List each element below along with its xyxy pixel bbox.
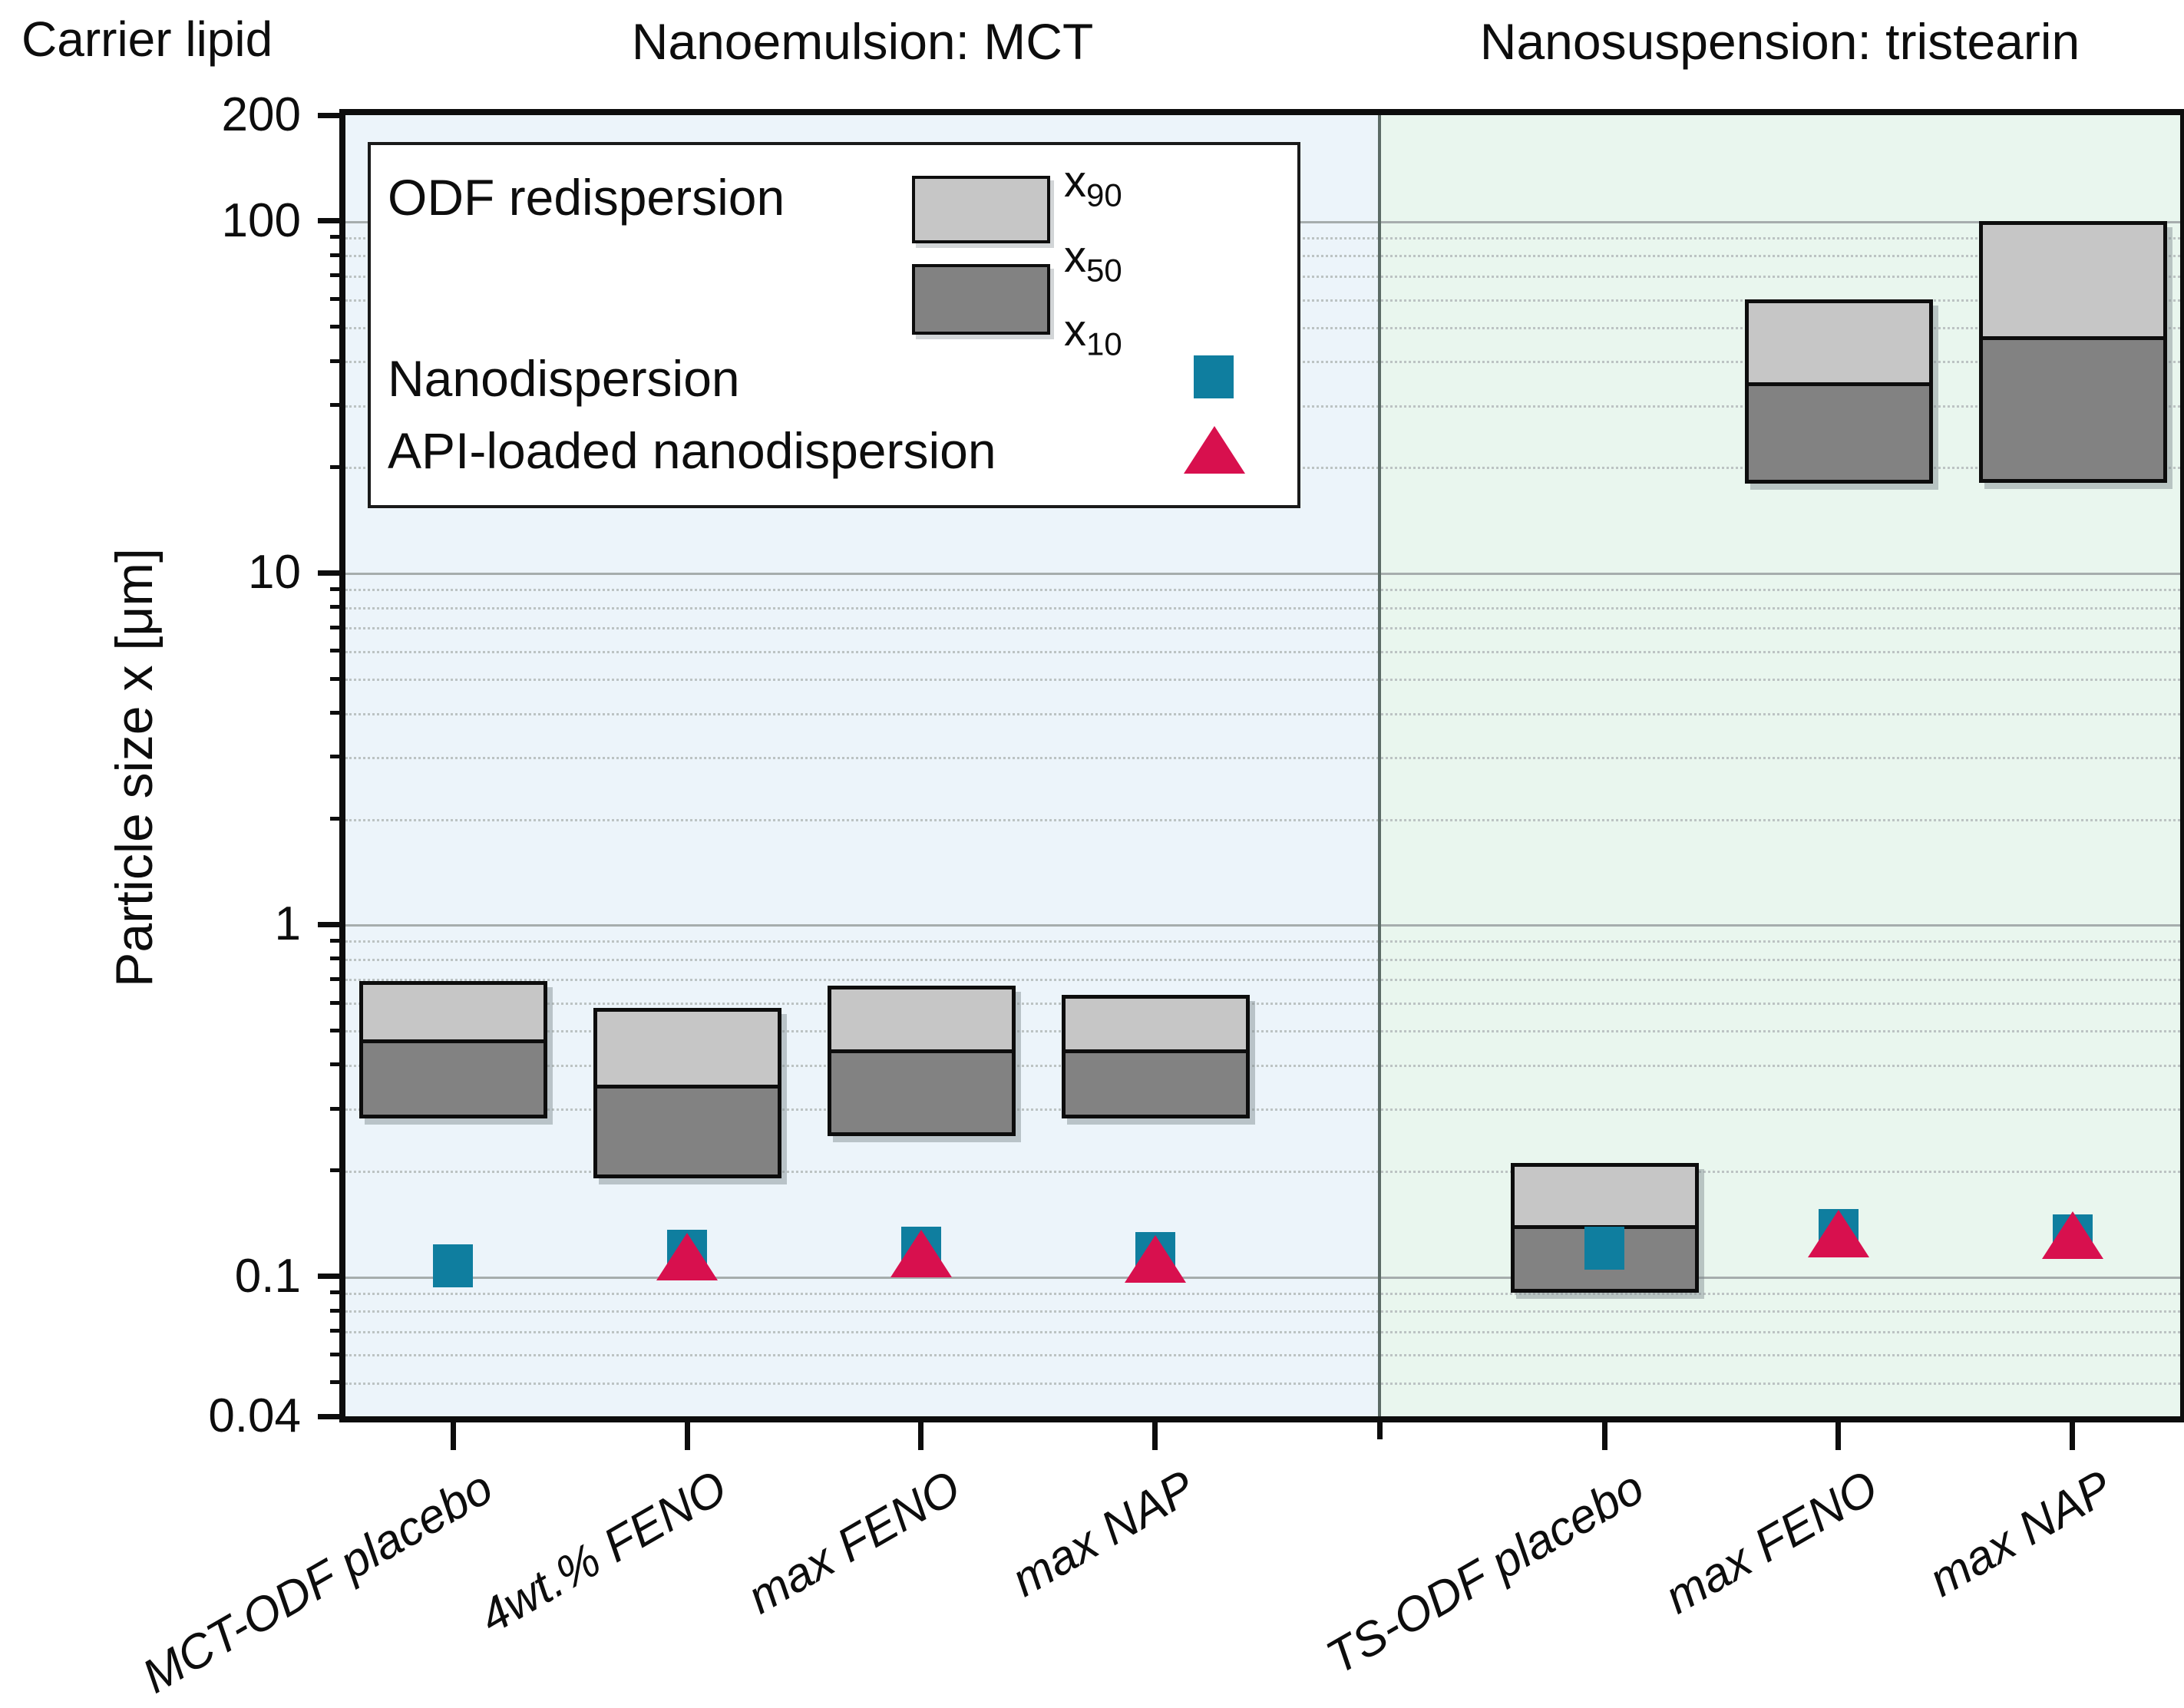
gridline-minor	[345, 1170, 2180, 1173]
x-axis-category-label: max FENO	[738, 1460, 970, 1624]
x-axis-tick	[918, 1422, 923, 1450]
gridline-minor	[345, 979, 2180, 982]
odf-redispersion-bar	[359, 981, 547, 1118]
group-title-nanoemulsion: Nanoemulsion: MCT	[631, 13, 1094, 70]
x-axis-title: Carrier lipid	[21, 12, 273, 67]
bar-x10-x50-segment	[1983, 336, 2163, 479]
y-axis-tick-label: 0.1	[234, 1250, 301, 1303]
gridline-minor	[345, 1003, 2180, 1006]
gridline-major	[345, 573, 2180, 576]
y-axis-tick-label: 200	[221, 88, 301, 141]
odf-redispersion-bar	[1062, 995, 1250, 1118]
bar-x10-x50-segment	[1749, 382, 1929, 480]
api-loaded-nanodispersion-marker	[1808, 1210, 1869, 1257]
gridline-minor	[345, 958, 2180, 961]
legend-nanodispersion-marker-icon	[1194, 355, 1234, 398]
legend-api-loaded-label: API-loaded nanodispersion	[388, 422, 996, 479]
odf-redispersion-bar	[1979, 221, 2167, 483]
x-axis-tick	[2070, 1422, 2075, 1450]
legend-x50-label: x50	[1064, 232, 1122, 289]
x-axis-divider-tick	[1377, 1422, 1383, 1439]
nanodispersion-marker	[433, 1244, 473, 1287]
y-axis-tick-label: 0.04	[208, 1389, 301, 1442]
x-axis-tick	[1152, 1422, 1158, 1450]
legend-odf-redispersion-label: ODF redispersion	[388, 169, 785, 226]
x-axis-category-label: max FENO	[1656, 1460, 1887, 1624]
group-divider-line	[1378, 115, 1381, 1416]
gridline-minor	[345, 756, 2180, 759]
odf-redispersion-bar	[828, 986, 1016, 1136]
y-axis-tick-label: 100	[221, 194, 301, 247]
gridline-minor	[345, 606, 2180, 610]
x-axis-tick	[451, 1422, 456, 1450]
x-axis-tick	[1602, 1422, 1607, 1450]
gridline-minor	[345, 1382, 2180, 1385]
api-loaded-nanodispersion-marker	[656, 1233, 718, 1280]
nanodispersion-marker	[1584, 1227, 1624, 1270]
bar-x10-x50-segment	[597, 1085, 778, 1174]
gridline-minor	[345, 1354, 2180, 1357]
gridline-major	[345, 1276, 2180, 1279]
x-axis-tick	[1835, 1422, 1841, 1450]
x-axis-category-label: 4wt.% FENO	[471, 1460, 735, 1644]
legend-api-loaded-marker-icon	[1184, 426, 1245, 474]
x-axis-category-label: max NAP	[1003, 1460, 1204, 1607]
gridline-minor	[345, 1064, 2180, 1067]
gridline-minor	[345, 627, 2180, 630]
gridline-minor	[345, 1330, 2180, 1333]
gridline-major	[345, 924, 2180, 927]
legend-x90-swatch	[912, 176, 1050, 243]
gridline-minor	[345, 712, 2180, 715]
y-axis-title: Particle size x [μm]	[105, 548, 164, 987]
gridline-minor	[345, 589, 2180, 592]
legend-x10-swatch	[912, 264, 1050, 335]
legend-nanodispersion-label: Nanodispersion	[388, 350, 740, 407]
gridline-minor	[345, 1108, 2180, 1111]
api-loaded-nanodispersion-marker	[2042, 1211, 2103, 1259]
x-axis-category-label: MCT-ODF placebo	[133, 1460, 501, 1704]
bar-x10-x50-segment	[363, 1039, 544, 1115]
odf-redispersion-bar	[593, 1008, 781, 1178]
api-loaded-nanodispersion-marker	[1125, 1235, 1186, 1283]
odf-redispersion-bar	[1745, 299, 1933, 484]
legend-x10-label: x10	[1064, 306, 1122, 362]
x-axis-category-label: TS-ODF placebo	[1317, 1460, 1653, 1685]
bar-x10-x50-segment	[1066, 1049, 1246, 1115]
legend: ODF redispersion x90 x50 x10 Nanodispersio…	[368, 142, 1300, 508]
gridline-minor	[345, 650, 2180, 653]
gridline-minor	[345, 940, 2180, 943]
gridline-minor	[345, 1030, 2180, 1033]
legend-x90-label: x90	[1064, 157, 1122, 213]
x-axis-tick	[685, 1422, 690, 1450]
gridline-minor	[345, 1292, 2180, 1295]
api-loaded-nanodispersion-marker	[890, 1230, 952, 1277]
x-axis-category-label: max NAP	[1920, 1460, 2121, 1607]
gridline-minor	[345, 1310, 2180, 1313]
gridline-minor	[345, 818, 2180, 821]
group-title-nanosuspension: Nanosuspension: tristearin	[1479, 13, 2080, 70]
bar-x10-x50-segment	[831, 1049, 1012, 1132]
gridline-minor	[345, 679, 2180, 682]
